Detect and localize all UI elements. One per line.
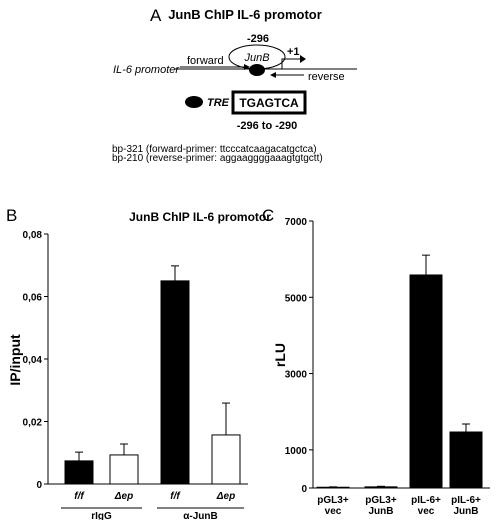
bar xyxy=(364,486,398,489)
group-label: α-JunB xyxy=(183,511,217,520)
y-tick-label: 0 xyxy=(301,484,307,495)
bar xyxy=(409,274,443,489)
y-tick-label: 0,04 xyxy=(23,355,43,366)
sequence: TGAGTCA xyxy=(239,96,299,110)
bar xyxy=(211,434,241,485)
y-axis-label: IP/input xyxy=(7,334,23,386)
tre-ellipse xyxy=(185,96,203,108)
reverse-arrowhead xyxy=(270,72,276,78)
x-tick-label: JunB xyxy=(454,506,479,517)
y-tick-label: 7000 xyxy=(285,217,308,228)
bar xyxy=(449,431,483,489)
tre-label: TRE xyxy=(207,97,230,109)
y-tick-label: 0,02 xyxy=(23,418,43,429)
forward-arrowhead xyxy=(244,64,250,70)
panel-label: B xyxy=(6,206,17,225)
sequence-box xyxy=(231,90,307,115)
position-label: -296 xyxy=(247,33,269,45)
reverse-label: reverse xyxy=(308,71,345,83)
group-label: rIgG xyxy=(91,511,112,520)
y-tick-label: 5000 xyxy=(285,293,308,304)
x-tick-label: vec xyxy=(418,506,435,517)
y-tick-label: 0,06 xyxy=(23,293,43,304)
chart-title: JunB ChIP IL-6 promotor xyxy=(129,210,271,224)
x-tick-label: pGL3+ xyxy=(317,495,349,506)
x-tick-label: JunB xyxy=(369,506,394,517)
x-tick-label: Δep xyxy=(114,491,133,502)
x-tick-label: Δep xyxy=(216,491,235,502)
start-label: +1 xyxy=(287,46,300,58)
primer: bp-321 (forward-primer: ttcccatcaagacatg… xyxy=(112,144,317,155)
promoter-label: IL-6 promoter xyxy=(113,64,180,76)
range-label: -296 to -290 xyxy=(237,120,298,132)
x-tick-label: pIL-6+ xyxy=(411,495,441,506)
y-axis-label: rLU xyxy=(272,343,288,367)
tss-arrow xyxy=(281,58,300,69)
bar xyxy=(64,460,94,485)
chart-panel: B JunB ChIP IL-6 promotor IP/input 0 0,02 0,0… xyxy=(6,206,271,522)
primer: bp-210 (reverse-primer: aggaaggggaaagtgt… xyxy=(112,153,323,164)
factor-label: JunB xyxy=(243,52,269,64)
y-tick-label: 0 xyxy=(36,480,42,491)
x-tick-label: f/f xyxy=(170,491,181,502)
panel-a: A JunB ChIP IL-6 promotor -296 JunB +1 I… xyxy=(112,6,357,164)
y-tick-label: 0,08 xyxy=(23,230,43,241)
binding-site xyxy=(249,64,265,76)
chart-panel: CrLU01000300050007000pGL3+vecpGL3+JunBpI… xyxy=(262,206,490,517)
y-tick-label: 1000 xyxy=(285,446,308,457)
diagram-title: JunB ChIP IL-6 promotor xyxy=(168,7,322,22)
x-tick-label: f/f xyxy=(74,491,85,502)
tss-arrowhead xyxy=(300,55,306,63)
bar xyxy=(160,280,190,485)
x-tick-label: vec xyxy=(325,506,342,517)
panel-label: A xyxy=(150,6,162,25)
panel-label: C xyxy=(262,206,274,225)
x-tick-label: pGL3+ xyxy=(365,495,397,506)
y-tick-label: 3000 xyxy=(285,370,308,381)
forward-label: forward xyxy=(187,55,224,67)
bar xyxy=(109,454,139,485)
x-tick-label: pIL-6+ xyxy=(451,495,481,506)
